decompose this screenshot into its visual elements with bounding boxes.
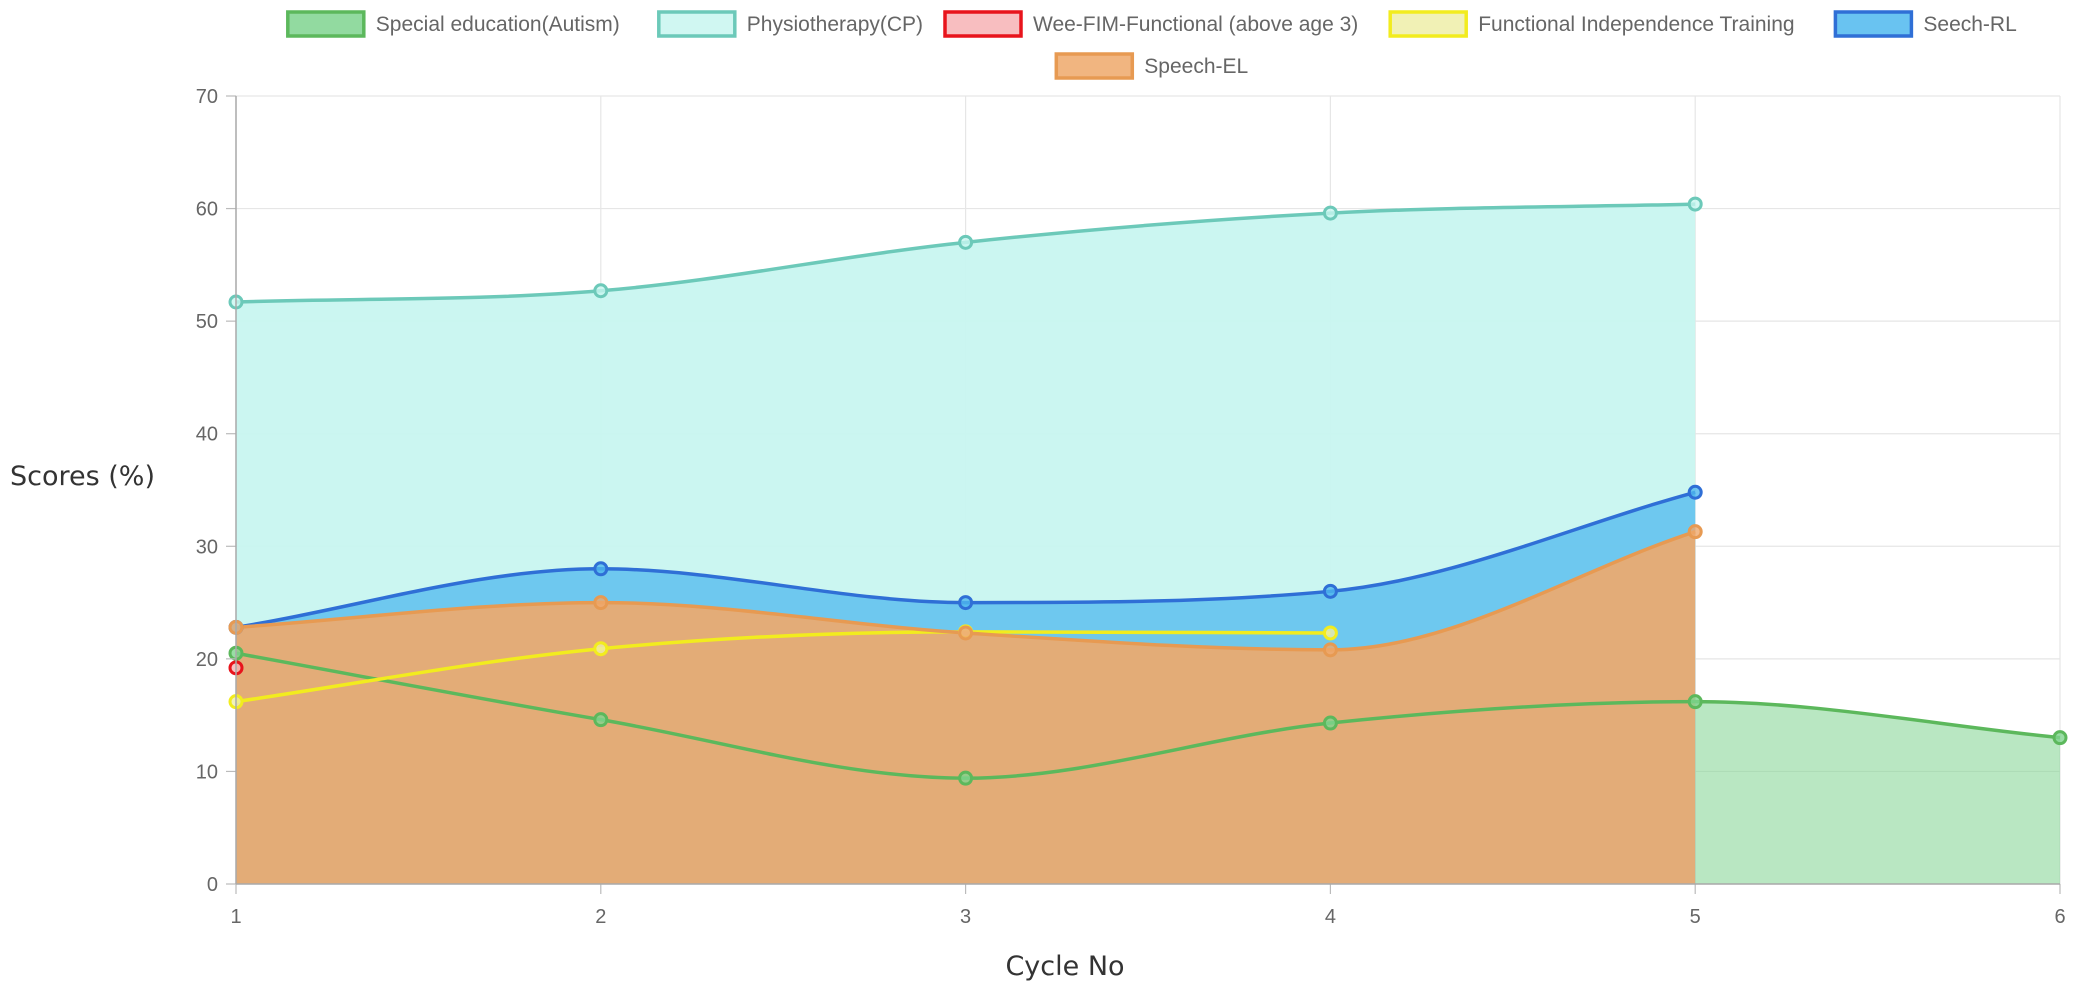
point-special-education-autism — [1687, 694, 1703, 710]
point-seech-rl — [1322, 583, 1338, 599]
x-tick-label: 5 — [1690, 906, 1701, 928]
point-special-education-autism — [958, 770, 974, 786]
point-speech-el — [593, 595, 609, 611]
x-axis-title: Cycle No — [1005, 951, 1124, 981]
point-special-education-autism — [1322, 715, 1338, 731]
y-tick-label: 40 — [196, 424, 218, 446]
x-tick-label: 2 — [595, 906, 606, 928]
legend-swatch-functional-independence-training — [1388, 10, 1468, 38]
legend-label-physiotherapy-cp: Physiotherapy(CP) — [747, 13, 923, 36]
point-physiotherapy-cp — [593, 283, 609, 299]
y-axis-title: Scores (%) — [10, 461, 155, 492]
x-tick-label: 1 — [230, 906, 241, 928]
x-tick-label: 6 — [2054, 906, 2065, 928]
legend: Special education(Autism) Physiotherapy(C… — [286, 10, 2017, 80]
point-special-education-autism — [593, 712, 609, 728]
point-seech-rl — [958, 595, 974, 611]
point-speech-el — [1322, 642, 1338, 658]
point-seech-rl — [1687, 484, 1703, 500]
legend-swatch-special-education-autism — [286, 10, 366, 38]
x-tick-label: 4 — [1325, 906, 1336, 928]
y-tick-label: 10 — [196, 761, 218, 783]
legend-label-functional-independence-training: Functional Independence Training — [1478, 13, 1794, 36]
point-speech-el — [1687, 524, 1703, 540]
y-tick-label: 20 — [196, 649, 218, 671]
x-tick-label: 3 — [960, 906, 971, 928]
point-speech-el — [958, 625, 974, 641]
legend-swatch-physiotherapy-cp — [657, 10, 737, 38]
legend-swatch-speech-el — [1054, 52, 1135, 80]
y-tick-label: 50 — [196, 311, 218, 333]
y-tick-label: 0 — [207, 874, 218, 896]
legend-label-speech-el: Speech-EL — [1144, 55, 1248, 78]
y-tick-label: 60 — [196, 199, 218, 221]
y-tick-label: 30 — [196, 536, 218, 558]
legend-swatch-wee-fim-functional-above-age-3 — [943, 10, 1023, 38]
axes: 0 10 20 30 40 50 60 70 1 2 3 4 5 6 — [196, 86, 2066, 928]
legend-label-special-education-autism: Special education(Autism) — [376, 13, 620, 36]
point-physiotherapy-cp — [958, 234, 974, 250]
y-tick-label: 70 — [196, 86, 218, 108]
point-seech-rl — [593, 561, 609, 577]
point-physiotherapy-cp — [1687, 196, 1703, 212]
legend-label-wee-fim-functional-above-age-3: Wee-FIM-Functional (above age 3) — [1033, 13, 1358, 36]
legend-swatch-seech-rl — [1833, 10, 1914, 38]
line-functional-independence-training — [235, 630, 1331, 704]
series-areas — [236, 204, 2060, 884]
point-functional-independence-training — [1322, 625, 1338, 641]
point-functional-independence-training — [593, 641, 609, 657]
point-special-education-autism — [2052, 730, 2068, 746]
legend-label-seech-rl: Seech-RL — [1923, 13, 2016, 36]
point-physiotherapy-cp — [1322, 205, 1338, 221]
area-speech-el — [236, 531, 1696, 884]
line-special-education-autism — [235, 651, 2061, 780]
